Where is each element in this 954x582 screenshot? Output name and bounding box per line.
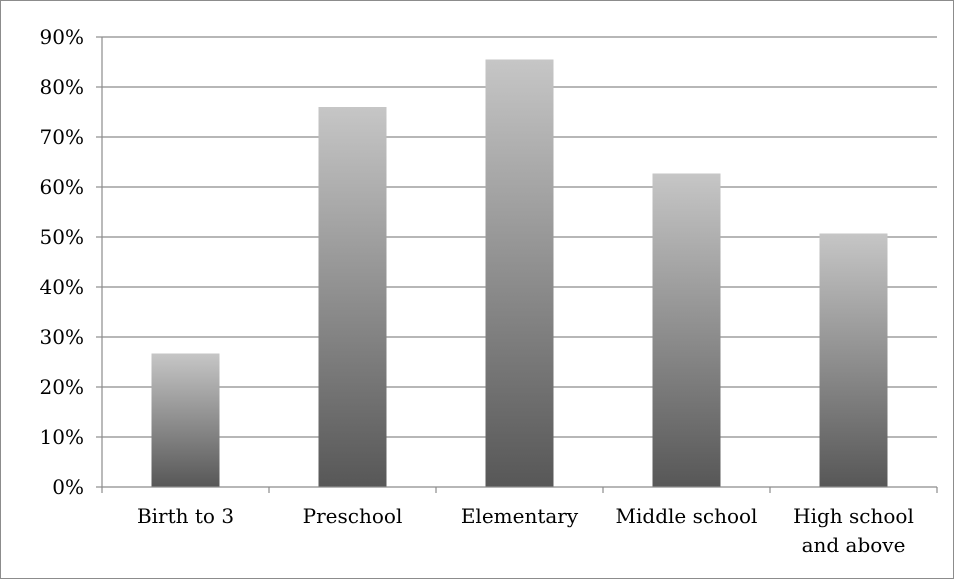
y-tick-label: 20% [40, 375, 84, 399]
axes [96, 36, 938, 493]
x-tick-label: Middle school [616, 504, 758, 528]
y-tick-label: 60% [40, 175, 84, 199]
y-tick-label: 40% [40, 275, 84, 299]
x-tick-label-line: Preschool [303, 504, 403, 528]
y-tick-label: 30% [40, 325, 84, 349]
x-tick-label-line: High school [793, 504, 914, 528]
x-tick-label-line: Middle school [616, 504, 758, 528]
bars [151, 59, 888, 487]
y-axis-tick-labels: 0% 10% 20% 30% 40% 50% 60% 70% 80% 90% [40, 25, 84, 499]
y-tick-label: 70% [40, 125, 84, 149]
y-tick-label: 10% [40, 425, 84, 449]
x-tick-label: Birth to 3 [137, 504, 234, 528]
x-axis-tick-labels: Birth to 3 Preschool Elementary Middle scho… [137, 504, 914, 557]
bar [819, 233, 888, 487]
x-tick-label-line: Elementary [461, 504, 579, 528]
bar [485, 59, 554, 487]
x-tick-label-line: Birth to 3 [137, 504, 234, 528]
y-tick-label: 50% [40, 225, 84, 249]
x-tick-label-line: and above [802, 533, 906, 557]
x-tick-label: High school and above [793, 504, 914, 557]
bar [151, 353, 220, 487]
bar [652, 173, 721, 487]
y-tick-label: 90% [40, 25, 84, 49]
y-tick-label: 80% [40, 75, 84, 99]
y-tick-label: 0% [52, 475, 84, 499]
x-tick-label: Preschool [303, 504, 403, 528]
x-tick-label: Elementary [461, 504, 579, 528]
bar [318, 107, 387, 487]
